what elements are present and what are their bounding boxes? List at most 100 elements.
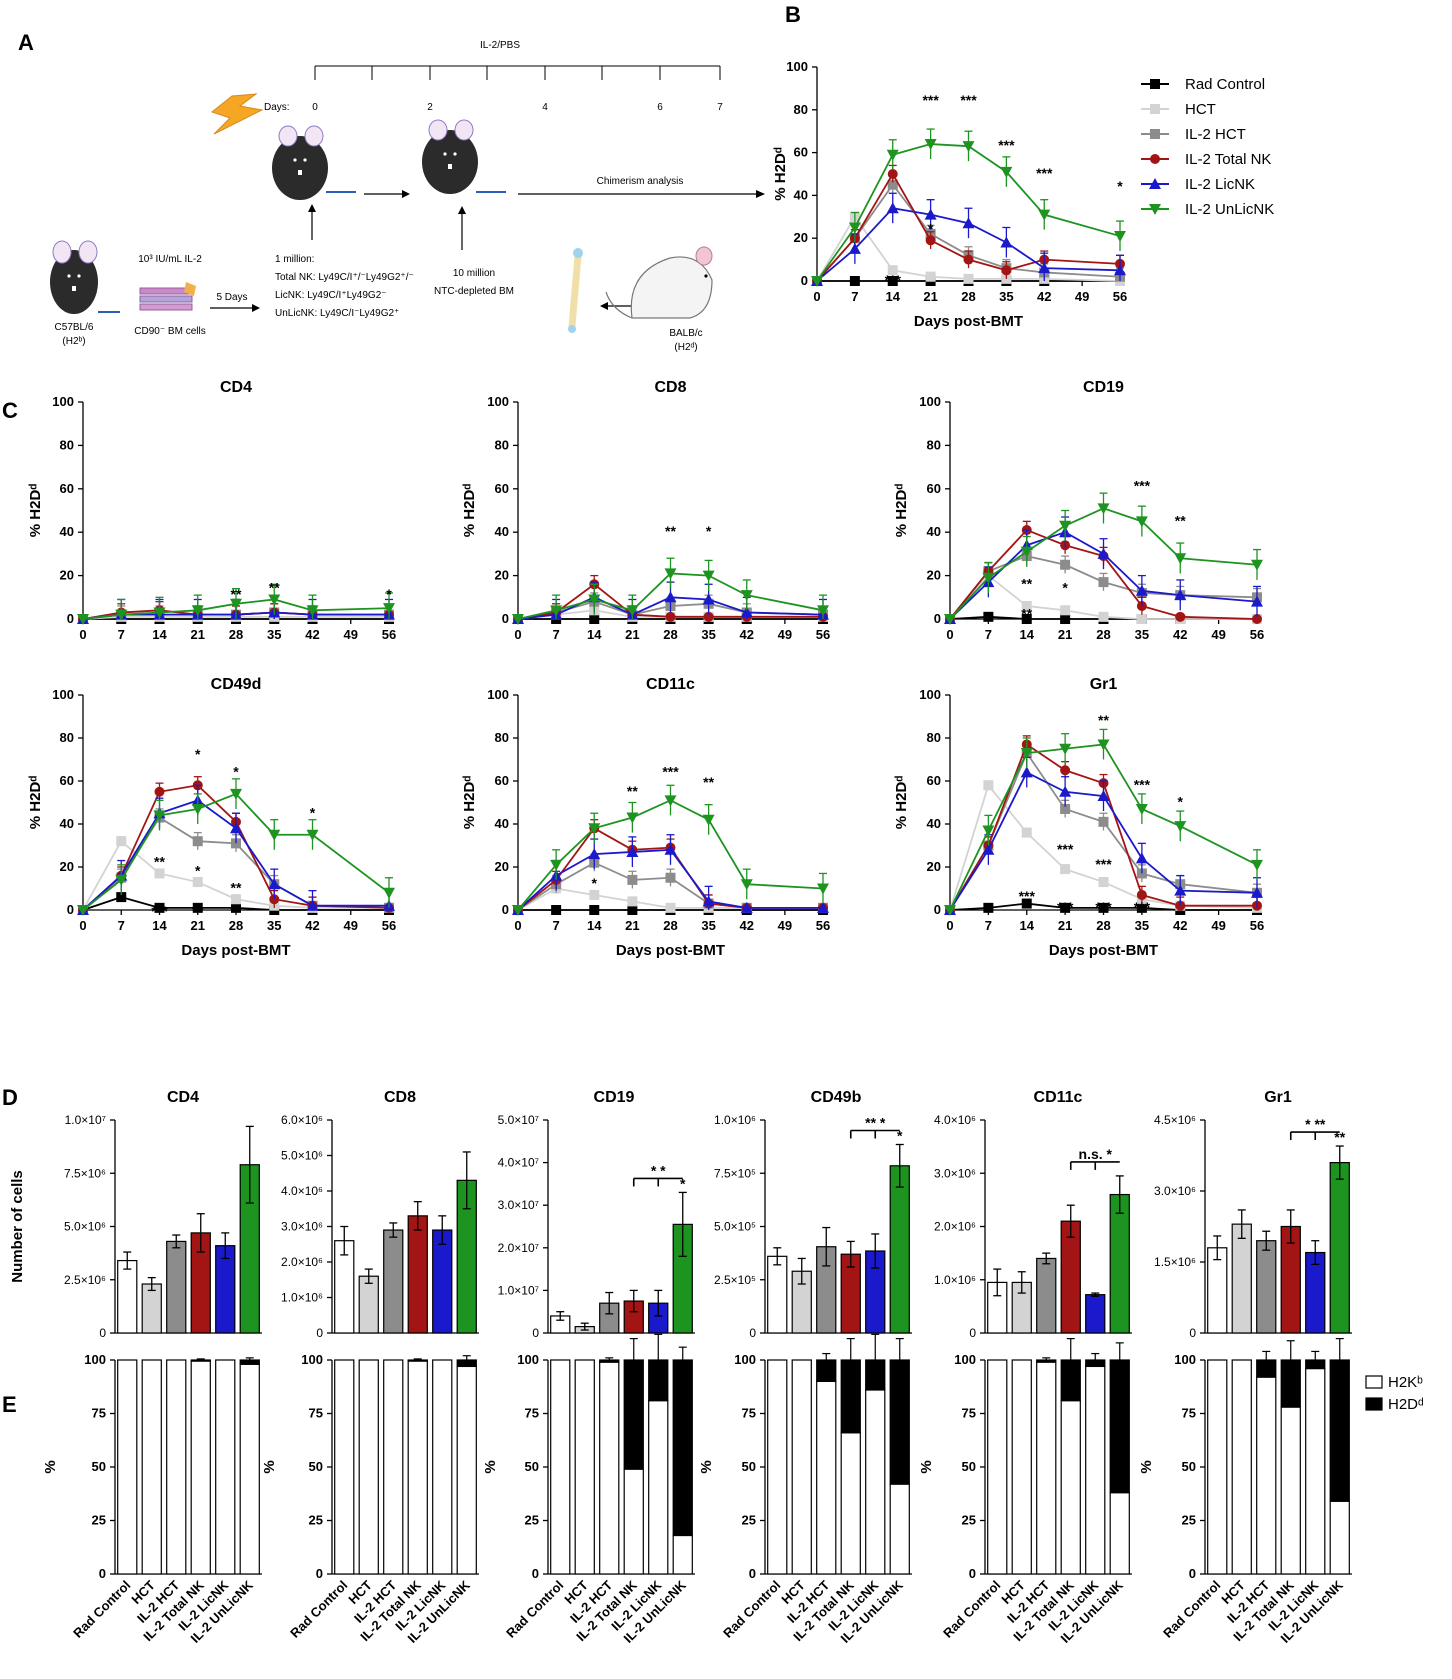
y-tick-label: 0 [749, 1326, 756, 1340]
significance-label: *** [1134, 899, 1151, 915]
x-tick-label: 14 [1020, 918, 1035, 933]
y-tick-label: 100 [919, 687, 941, 702]
data-point [1174, 821, 1187, 833]
y-tick-label: 0 [502, 611, 509, 626]
significance-label: * [310, 804, 316, 820]
data-point [589, 905, 600, 915]
bar-h2dd [407, 1359, 428, 1362]
significance-label: *** [1036, 165, 1053, 181]
y-tick-label: 25 [742, 1513, 756, 1528]
chart-title: CD19 [1083, 379, 1124, 396]
series-line [517, 848, 823, 911]
data-point [1059, 520, 1072, 532]
y-tick-label: 4.0×10⁶ [281, 1184, 323, 1198]
data-point [664, 843, 677, 855]
chart-title: CD49d [211, 676, 262, 693]
legend-label: H2Dᵈ [1388, 1396, 1424, 1413]
y-tick-label: 50 [742, 1459, 756, 1474]
bar-h2dd [239, 1359, 260, 1365]
series-line [816, 207, 1121, 282]
significance-label: * [1178, 794, 1184, 810]
data-point [1021, 827, 1032, 838]
series-line [82, 784, 390, 911]
x-axis-label: Days post-BMT [914, 313, 1023, 330]
x-tick-label: 28 [663, 627, 677, 642]
x-tick-label: 35 [999, 289, 1013, 304]
series-line [816, 183, 1121, 282]
y-tick-label: 25 [309, 1513, 323, 1528]
data-point [1150, 104, 1160, 114]
x-tick-label: 0 [79, 918, 86, 933]
line-chart-c-cd11c: 0 20 40 60 80 100 0 7 14 21 28 35 42 49 56 CD11c Days po… [461, 676, 830, 959]
significance-label: *** [1095, 899, 1112, 915]
y-tick-label: 100 [734, 1352, 756, 1367]
x-tick-label: 21 [191, 918, 205, 933]
x-tick-label: 56 [1113, 289, 1127, 304]
bar-h2kb [1280, 1406, 1301, 1575]
x-tick-label: 42 [740, 918, 754, 933]
data-point [551, 905, 562, 915]
y-tick-label: 20 [927, 859, 941, 874]
bar [1109, 1193, 1130, 1334]
significance-label: ** [1021, 606, 1032, 622]
y-tick-label: 1.0×10⁶ [714, 1113, 756, 1127]
panel-label-d: D [2, 1085, 18, 1110]
y-tick-label: 50 [309, 1459, 323, 1474]
x-tick-label: 49 [344, 627, 358, 642]
y-tick-label: 3.0×10⁶ [934, 1166, 976, 1180]
culture-time-label: 5 Days [216, 292, 247, 303]
series-il-2-unlicnk [944, 492, 1263, 625]
bar-h2dd [623, 1359, 644, 1470]
y-tick-label: 80 [927, 437, 941, 452]
x-tick-label: 7 [553, 627, 560, 642]
bar [1329, 1161, 1350, 1334]
data-point [626, 605, 639, 617]
x-tick-label: 28 [1096, 627, 1110, 642]
data-point [268, 594, 281, 606]
data-point [1098, 816, 1109, 827]
data-point [665, 902, 676, 913]
legend-label: HCT [1185, 101, 1216, 118]
panel-label-b: B [785, 2, 801, 27]
bar [1256, 1240, 1277, 1334]
data-point [1020, 546, 1033, 558]
y-tick-label: 0 [969, 1566, 976, 1581]
series-line [949, 771, 1258, 911]
data-point [550, 859, 563, 871]
legend-label: IL-2 UnLicNK [1185, 201, 1274, 218]
chart-title: CD4 [167, 1089, 199, 1106]
significance-label: * [897, 1127, 903, 1143]
x-tick-label: 14 [152, 627, 167, 642]
y-tick-label: 75 [525, 1406, 539, 1421]
data-point [306, 899, 319, 911]
y-tick-label: 80 [794, 102, 808, 117]
data-point [588, 848, 601, 860]
significance-label: * [1117, 178, 1123, 194]
data-point [589, 889, 600, 900]
y-tick-label: 40 [927, 524, 941, 539]
y-tick-label: 0 [1189, 1566, 1196, 1581]
bar-h2kb [432, 1359, 453, 1575]
x-tick-label: 35 [267, 918, 281, 933]
bar-h2kb [117, 1359, 138, 1575]
y-tick-label: 75 [742, 1406, 756, 1421]
x-tick-label: 42 [305, 627, 319, 642]
data-point [1000, 236, 1013, 248]
y-tick-label: 0 [934, 902, 941, 917]
data-point [982, 572, 995, 584]
x-tick-label: 0 [813, 289, 820, 304]
series-line [517, 596, 824, 620]
significance-label: ** [192, 903, 203, 919]
significance-label: *** [1057, 899, 1074, 915]
x-tick-label: 35 [1135, 918, 1149, 933]
y-tick-label: 5.0×10⁶ [281, 1149, 323, 1163]
y-tick-label: 0 [934, 611, 941, 626]
day-tick-4: 4 [542, 102, 548, 113]
data-point [817, 901, 829, 913]
y-tick-label: 20 [495, 568, 509, 583]
x-tick-label: 21 [625, 918, 639, 933]
data-point [944, 614, 956, 625]
bar-chart-d-cd19: 0 1.0×10⁷ 2.0×10⁷ 3.0×10⁷ 4.0×10⁷ 5.0×10⁷ CD19… [498, 1089, 695, 1340]
y-tick-label: 80 [60, 730, 74, 745]
